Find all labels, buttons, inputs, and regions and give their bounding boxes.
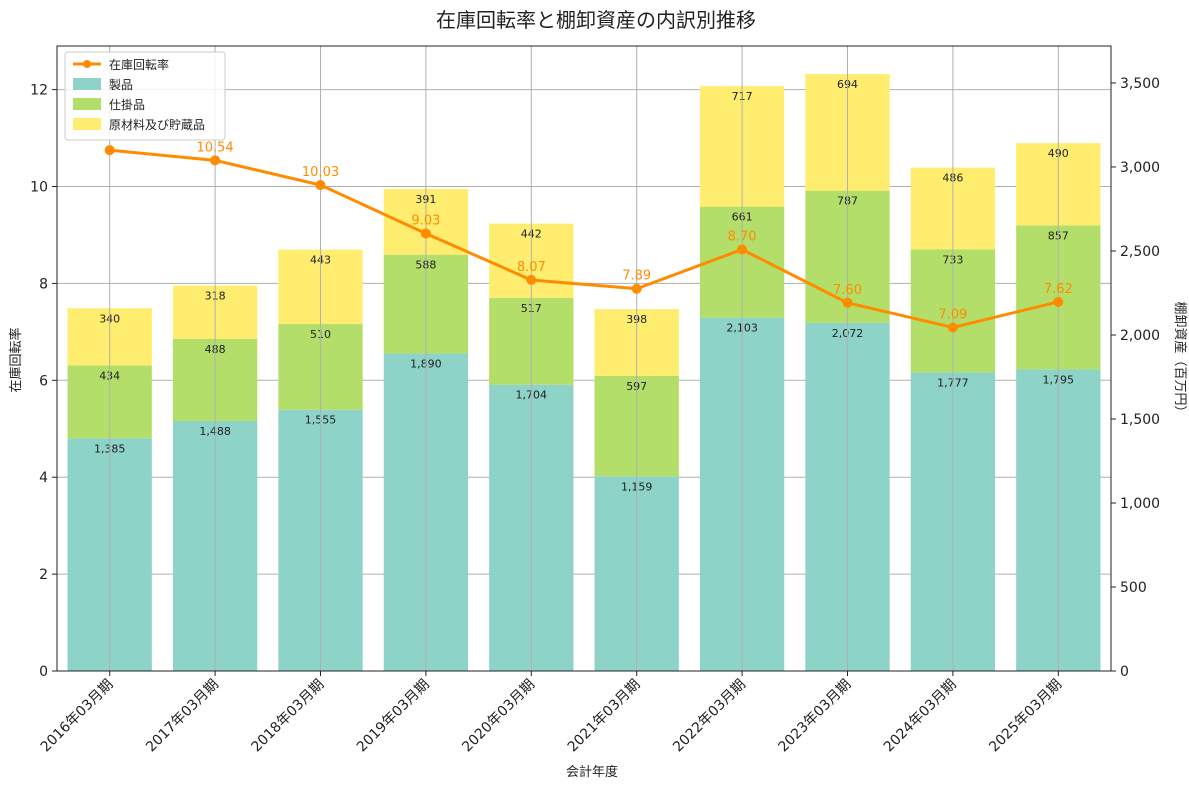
legend-marker	[83, 60, 91, 68]
x-tick-label: 2025年03月期	[986, 677, 1065, 756]
y-right-tick-label: 2,500	[1120, 244, 1160, 260]
y-right-tick-label: 3,000	[1120, 160, 1160, 176]
turnover-value-label: 10.03	[302, 165, 339, 180]
y-left-tick-label: 8	[39, 276, 48, 292]
y-left-tick-label: 4	[39, 470, 48, 486]
turnover-point	[947, 322, 958, 333]
x-tick-label: 2022年03月期	[670, 677, 749, 756]
chart-title: 在庫回転率と棚卸資産の内訳別推移	[436, 8, 756, 32]
plot-frame	[56, 45, 1112, 672]
turnover-line: 10.54 10.03 9.03 8.07 7.89 8.70 7.60 7.09 7.62	[104, 140, 1073, 333]
y-left-tick-label: 12	[30, 83, 48, 99]
legend-label: 原材料及び貯蔵品	[109, 118, 205, 132]
turnover-line-path	[109, 148, 1059, 330]
turnover-point	[842, 297, 853, 308]
x-tick-label: 2016年03月期	[38, 677, 117, 756]
y-right-tick-label: 2,000	[1120, 328, 1160, 344]
y-right-tick-label: 1,000	[1120, 496, 1160, 512]
y-left-tick-label: 6	[39, 373, 48, 389]
x-tick-label: 2019年03月期	[354, 677, 433, 756]
y-axis-right-title: 棚卸資産（百万円）	[1172, 301, 1188, 418]
legend-label: 在庫回転率	[109, 57, 169, 72]
x-tick-label: 2021年03月期	[565, 677, 644, 756]
y-axis-left-title: 在庫回転率	[8, 327, 24, 392]
turnover-point	[631, 283, 642, 294]
x-axis-title: 会計年度	[566, 764, 618, 780]
legend-box	[64, 51, 226, 141]
turnover-value-label: 7.62	[1044, 282, 1073, 297]
x-tick-label: 2024年03月期	[881, 677, 960, 756]
turnover-point	[420, 228, 431, 239]
y-left-tick-label: 0	[39, 664, 48, 680]
axes	[56, 45, 1112, 672]
x-tick-label: 2018年03月期	[249, 677, 328, 756]
legend-swatch	[73, 98, 101, 110]
turnover-value-label: 9.03	[411, 214, 440, 229]
turnover-point	[526, 275, 537, 286]
turnover-point	[104, 145, 115, 156]
turnover-point	[210, 155, 221, 166]
turnover-value-label: 7.09	[938, 307, 967, 322]
y-right-tick-label: 3,500	[1120, 76, 1160, 92]
legend-swatch	[73, 118, 101, 130]
turnover-value-label: 7.60	[833, 283, 862, 298]
y-right-tick-label: 0	[1120, 664, 1129, 680]
x-tick-label: 2017年03月期	[143, 677, 222, 756]
y-right-tick-label: 500	[1120, 580, 1147, 596]
x-tick-label: 2020年03月期	[459, 677, 538, 756]
legend-swatch	[73, 78, 101, 90]
x-tick-label: 2023年03月期	[776, 677, 855, 756]
turnover-point	[315, 180, 326, 191]
turnover-point	[737, 244, 748, 255]
y-right-tick-label: 1,500	[1120, 412, 1160, 428]
turnover-value-label: 8.70	[728, 229, 757, 244]
turnover-value-label: 7.89	[622, 269, 651, 284]
legend-label: 製品	[109, 78, 133, 92]
turnover-value-label: 10.54	[196, 140, 233, 155]
turnover-value-label: 8.07	[517, 260, 546, 275]
legend-label: 仕掛品	[109, 97, 145, 112]
y-left-tick-label: 2	[39, 567, 48, 583]
y-left-tick-label: 10	[30, 180, 48, 196]
turnover-point	[1053, 296, 1064, 307]
